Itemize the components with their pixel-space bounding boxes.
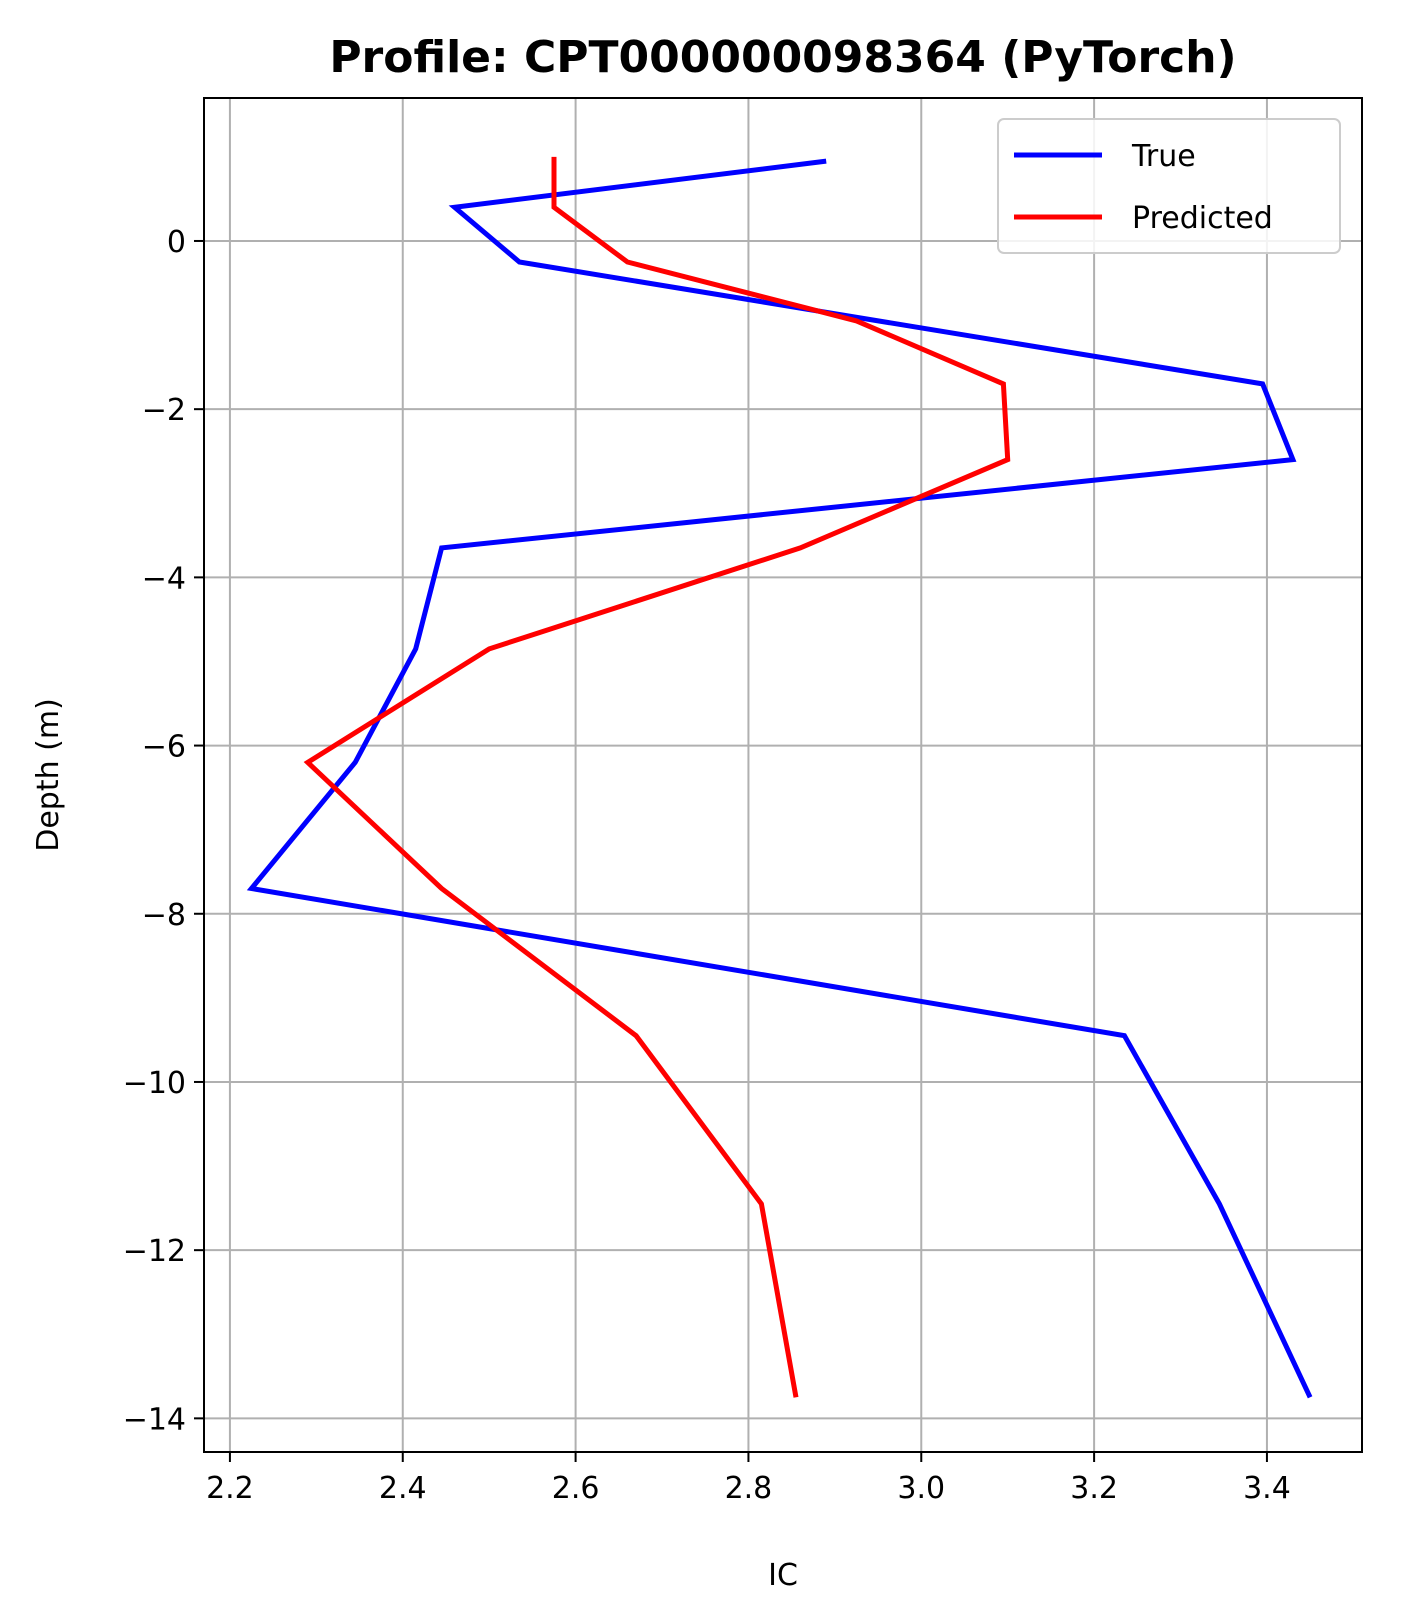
x-tick-label: 2.8	[725, 1471, 773, 1506]
x-tick-label: 3.4	[1243, 1471, 1291, 1506]
y-tick-label: −6	[142, 730, 186, 765]
y-tick-label: −12	[123, 1234, 186, 1269]
series-line-true	[246, 158, 1313, 1399]
x-tick-label: 2.2	[206, 1471, 254, 1506]
series-line-predicted	[303, 156, 1011, 1398]
legend: True Predicted	[997, 118, 1341, 254]
y-tick-label: −14	[123, 1402, 186, 1437]
y-axis-ticks: 0 −2 −4 −6 −8 −10 −12 −14	[123, 225, 204, 1437]
series-lines	[246, 156, 1313, 1399]
y-tick-label: −4	[142, 561, 186, 596]
x-axis-label: IC	[768, 1558, 798, 1593]
x-tick-label: 3.2	[1070, 1471, 1118, 1506]
y-axis-label: Depth (m)	[31, 698, 66, 852]
legend-label-true: True	[1131, 139, 1196, 174]
x-axis-ticks: 2.2 2.4 2.6 2.8 3.0 3.2 3.4	[206, 1452, 1291, 1506]
y-tick-label: 0	[167, 225, 186, 260]
chart-title: Profile: CPT000000098364 (PyTorch)	[329, 32, 1236, 83]
y-tick-label: −2	[142, 393, 186, 428]
x-tick-label: 2.4	[379, 1471, 427, 1506]
y-tick-label: −10	[123, 1066, 186, 1101]
y-tick-label: −8	[142, 898, 186, 933]
grid	[204, 98, 1362, 1452]
plot-area-frame	[203, 97, 1363, 1453]
legend-label-predicted: Predicted	[1132, 201, 1273, 236]
x-tick-label: 3.0	[897, 1471, 945, 1506]
x-tick-label: 2.6	[552, 1471, 600, 1506]
